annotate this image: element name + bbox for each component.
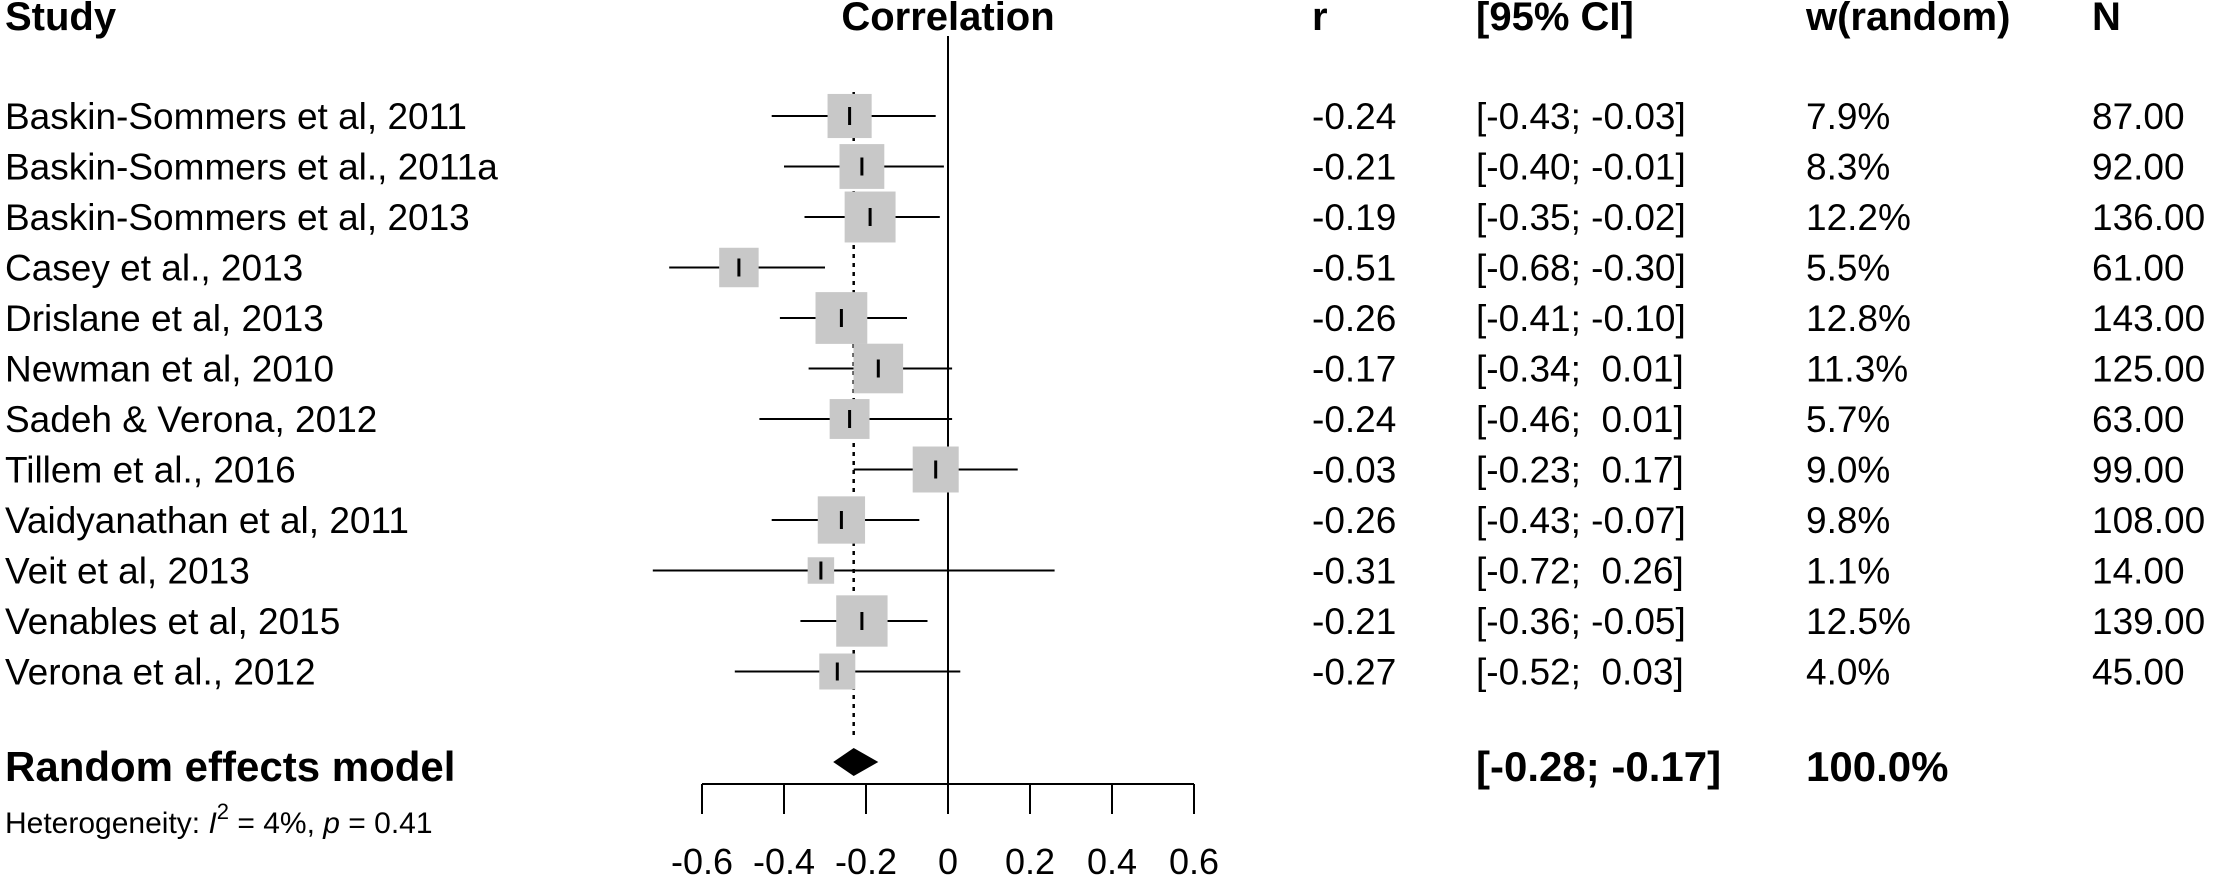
ci-value: [-0.46; 0.01]	[1476, 399, 1684, 440]
r-value: -0.24	[1312, 96, 1396, 137]
study-label: Drislane et al, 2013	[5, 298, 324, 339]
study-row: Vaidyanathan et al, 2011 -0.26 [-0.43; -0.…	[5, 496, 2205, 544]
ci-value: [-0.41; -0.10]	[1476, 298, 1686, 339]
study-row: Drislane et al, 2013 -0.26 [-0.41; -0.10] 1…	[5, 292, 2205, 344]
heterogeneity-text: Heterogeneity: I2 = 4%, p = 0.41	[5, 799, 433, 840]
ci-value: [-0.72; 0.26]	[1476, 551, 1684, 592]
weight-value: 12.8%	[1806, 298, 1911, 339]
n-value: 61.00	[2092, 248, 2185, 289]
ci-value: [-0.43; -0.07]	[1476, 500, 1686, 541]
study-row: Baskin-Sommers et al, 2011 -0.24 [-0.43; -…	[5, 93, 2185, 139]
weight-value: 5.7%	[1806, 399, 1890, 440]
weight-value: 1.1%	[1806, 551, 1890, 592]
study-rows: Baskin-Sommers et al, 2011 -0.24 [-0.43; -…	[5, 93, 2205, 693]
r-value: -0.51	[1312, 248, 1396, 289]
n-value: 139.00	[2092, 601, 2205, 642]
r-value: -0.19	[1312, 197, 1396, 238]
x-tick-label: 0	[938, 841, 958, 881]
x-tick-label: 0.6	[1169, 841, 1219, 881]
ci-value: [-0.43; -0.03]	[1476, 96, 1686, 137]
weight-value: 11.3%	[1806, 349, 1908, 390]
study-label: Venables et al, 2015	[5, 601, 340, 642]
r-value: -0.26	[1312, 298, 1396, 339]
study-label: Verona et al., 2012	[5, 652, 316, 693]
n-value: 14.00	[2092, 551, 2185, 592]
r-value: -0.21	[1312, 147, 1396, 188]
header-weight: w(random)	[1805, 0, 2010, 39]
header-r: r	[1312, 0, 1328, 39]
study-row: Newman et al, 2010 -0.17 [-0.34; 0.01] 11.3…	[5, 343, 2205, 394]
x-tick-label: 0.4	[1087, 841, 1137, 881]
x-axis: -0.6 -0.4 -0.2 0 0.2 0.4 0.6	[671, 783, 1219, 881]
summary-diamond	[833, 748, 879, 776]
header-correlation: Correlation	[841, 0, 1054, 39]
n-value: 125.00	[2092, 349, 2205, 390]
x-tick-label: -0.2	[835, 841, 897, 881]
study-row: Sadeh & Verona, 2012 -0.24 [-0.46; 0.01] 5.…	[5, 399, 2185, 440]
study-row: Venables et al, 2015 -0.21 [-0.36; -0.05] 1…	[5, 595, 2205, 647]
r-value: -0.17	[1312, 349, 1396, 390]
summary-weight: 100.0%	[1806, 743, 1948, 790]
weight-value: 12.5%	[1806, 601, 1911, 642]
n-value: 99.00	[2092, 450, 2185, 491]
ci-value: [-0.35; -0.02]	[1476, 197, 1686, 238]
study-label: Baskin-Sommers et al, 2011	[5, 96, 467, 137]
study-row: Casey et al., 2013 -0.51 [-0.68; -0.30] 5.5…	[5, 248, 2185, 289]
r-value: -0.21	[1312, 601, 1396, 642]
r-value: -0.24	[1312, 399, 1396, 440]
study-label: Sadeh & Verona, 2012	[5, 399, 377, 440]
r-value: -0.03	[1312, 450, 1396, 491]
n-value: 63.00	[2092, 399, 2185, 440]
study-row: Verona et al., 2012 -0.27 [-0.52; 0.03] 4.0…	[5, 652, 2185, 693]
study-row: Baskin-Sommers et al., 2011a -0.21 [-0.40;…	[5, 144, 2185, 189]
ci-value: [-0.23; 0.17]	[1476, 450, 1684, 491]
weight-value: 5.5%	[1806, 248, 1890, 289]
summary-ci: [-0.28; -0.17]	[1476, 743, 1721, 790]
n-value: 45.00	[2092, 652, 2185, 693]
header-n: N	[2092, 0, 2121, 39]
study-label: Veit et al, 2013	[5, 551, 250, 592]
ci-value: [-0.40; -0.01]	[1476, 147, 1686, 188]
study-label: Tillem et al., 2016	[5, 450, 296, 491]
study-label: Baskin-Sommers et al, 2013	[5, 197, 470, 238]
weight-value: 9.8%	[1806, 500, 1890, 541]
x-tick-label: 0.2	[1005, 841, 1055, 881]
weight-value: 7.9%	[1806, 96, 1890, 137]
weight-value: 8.3%	[1806, 147, 1890, 188]
header-ci: [95% CI]	[1476, 0, 1634, 39]
study-row: Veit et al, 2013 -0.31 [-0.72; 0.26] 1.1% 14…	[5, 551, 2185, 592]
n-value: 136.00	[2092, 197, 2205, 238]
ci-value: [-0.52; 0.03]	[1476, 652, 1684, 693]
summary-label: Random effects model	[5, 743, 455, 790]
header-study: Study	[5, 0, 117, 39]
weight-value: 9.0%	[1806, 450, 1890, 491]
x-tick-label: -0.6	[671, 841, 733, 881]
n-value: 143.00	[2092, 298, 2205, 339]
x-tick-label: -0.4	[753, 841, 815, 881]
ci-value: [-0.34; 0.01]	[1476, 349, 1684, 390]
study-row: Tillem et al., 2016 -0.03 [-0.23; 0.17] 9.0…	[5, 446, 2185, 493]
weight-value: 12.2%	[1806, 197, 1911, 238]
study-label: Baskin-Sommers et al., 2011a	[5, 147, 498, 188]
study-label: Vaidyanathan et al, 2011	[5, 500, 409, 541]
n-value: 108.00	[2092, 500, 2205, 541]
study-label: Casey et al., 2013	[5, 248, 303, 289]
weight-value: 4.0%	[1806, 652, 1890, 693]
ci-value: [-0.36; -0.05]	[1476, 601, 1686, 642]
n-value: 87.00	[2092, 96, 2185, 137]
study-label: Newman et al, 2010	[5, 349, 334, 390]
study-row: Baskin-Sommers et al, 2013 -0.19 [-0.35; -…	[5, 191, 2205, 243]
ci-value: [-0.68; -0.30]	[1476, 248, 1686, 289]
n-value: 92.00	[2092, 147, 2185, 188]
r-value: -0.26	[1312, 500, 1396, 541]
r-value: -0.27	[1312, 652, 1396, 693]
r-value: -0.31	[1312, 551, 1396, 592]
